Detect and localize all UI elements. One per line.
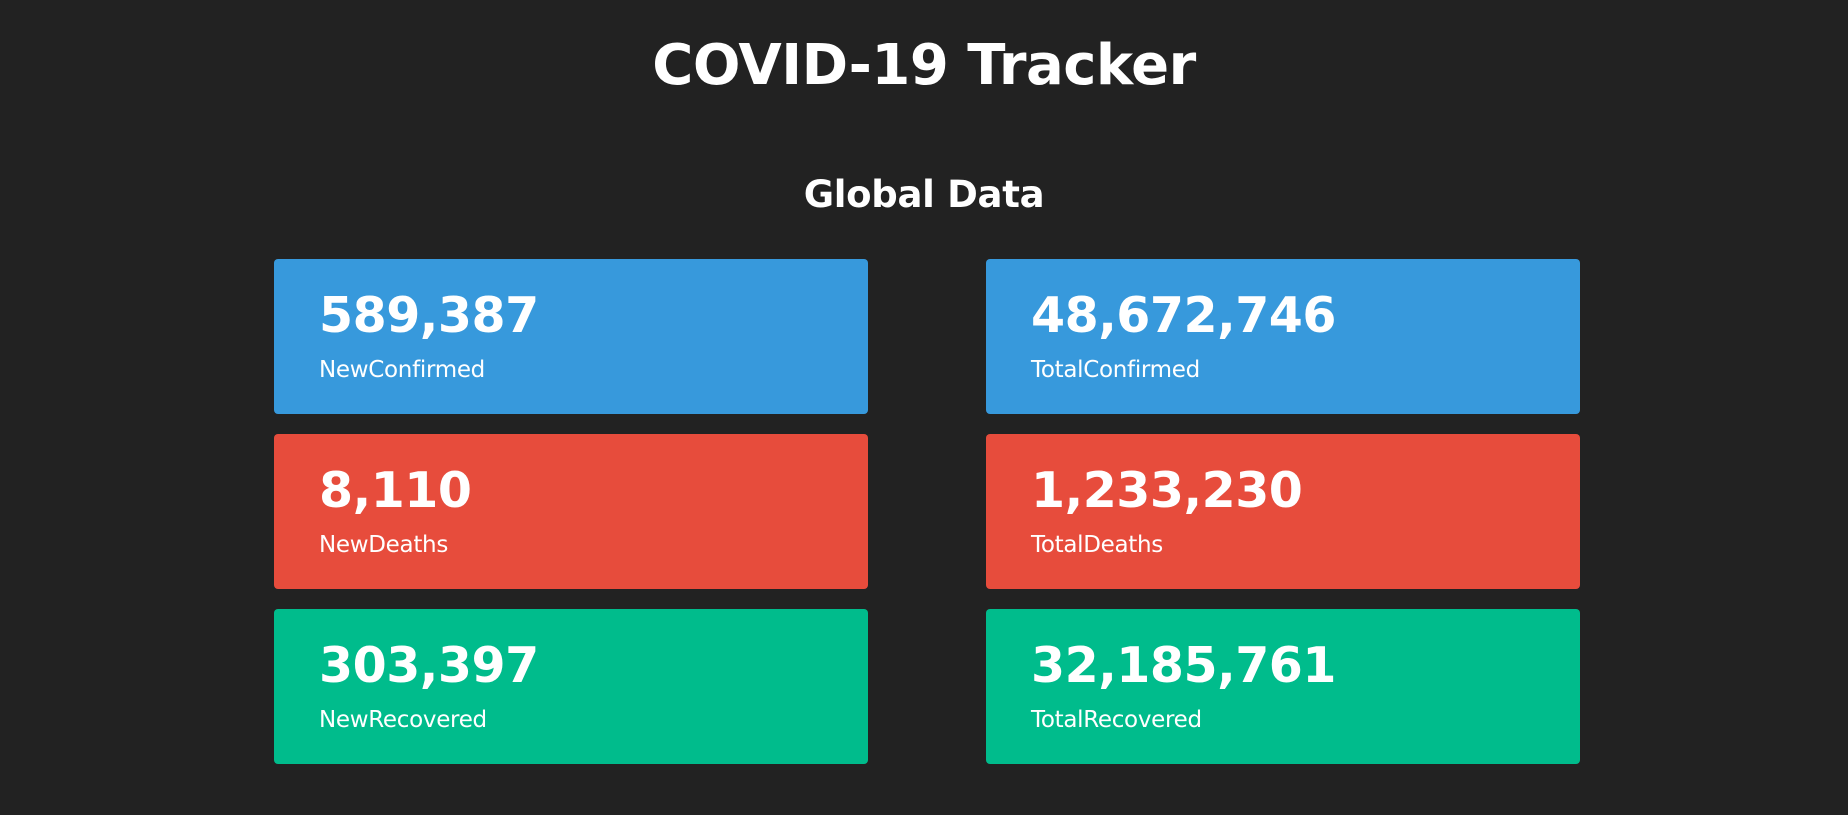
new-confirmed-label: NewConfirmed [319, 357, 485, 383]
total-confirmed-label: TotalConfirmed [1031, 357, 1200, 383]
total-confirmed-value: 48,672,746 [1031, 287, 1336, 344]
app-title: COVID-19 Tracker [652, 33, 1196, 98]
global-stats-grid: 589,387 NewConfirmed 48,672,746 TotalCon… [274, 259, 1580, 764]
total-deaths-label: TotalDeaths [1031, 532, 1163, 558]
new-confirmed-card: 589,387 NewConfirmed [274, 259, 868, 414]
new-deaths-value: 8,110 [319, 462, 472, 519]
total-confirmed-card: 48,672,746 TotalConfirmed [986, 259, 1580, 414]
new-confirmed-value: 589,387 [319, 287, 539, 344]
total-recovered-card: 32,185,761 TotalRecovered [986, 609, 1580, 764]
total-deaths-card: 1,233,230 TotalDeaths [986, 434, 1580, 589]
global-data-heading: Global Data [803, 173, 1045, 216]
new-deaths-label: NewDeaths [319, 532, 448, 558]
new-deaths-card: 8,110 NewDeaths [274, 434, 868, 589]
total-recovered-label: TotalRecovered [1031, 707, 1202, 733]
total-deaths-value: 1,233,230 [1031, 462, 1303, 519]
new-recovered-value: 303,397 [319, 637, 539, 694]
total-recovered-value: 32,185,761 [1031, 637, 1336, 694]
new-recovered-label: NewRecovered [319, 707, 487, 733]
new-recovered-card: 303,397 NewRecovered [274, 609, 868, 764]
